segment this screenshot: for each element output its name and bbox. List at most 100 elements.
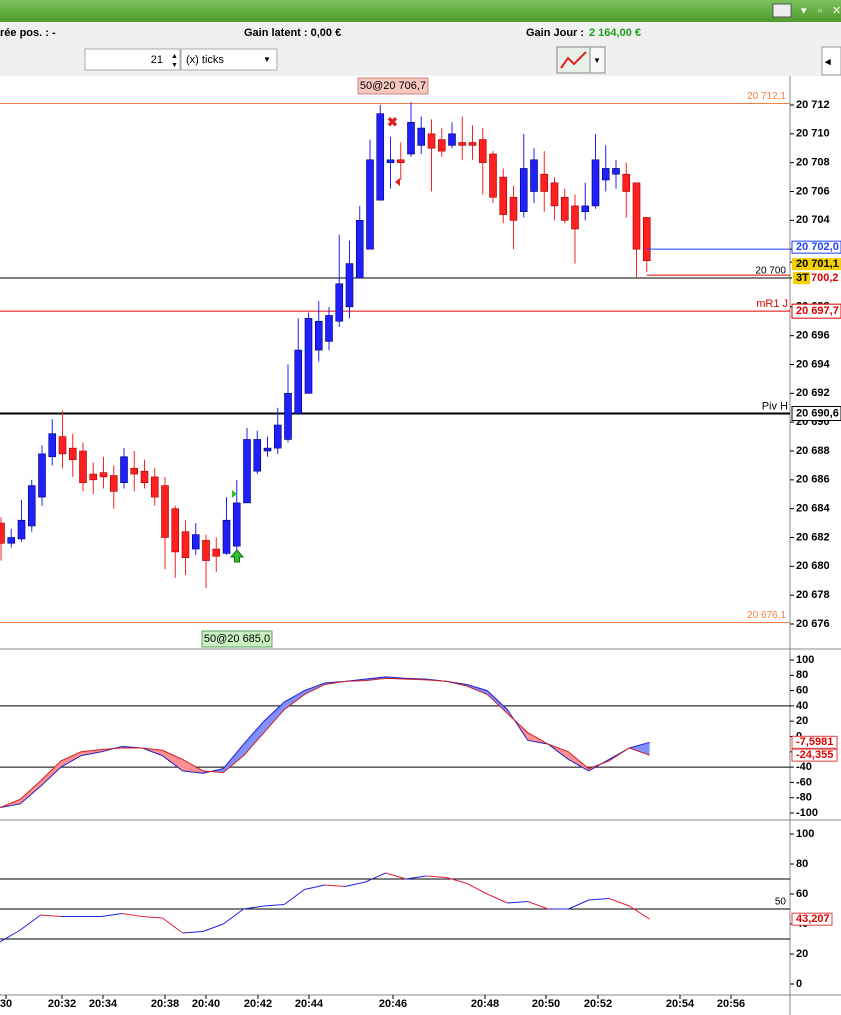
x-tick-label: 20:44 (295, 998, 324, 1010)
y-tick-label: 20 706 (796, 185, 830, 197)
candle-body (130, 467, 139, 475)
last-tag: 43,207 (796, 913, 830, 925)
restore[interactable]: ▫ (818, 5, 822, 17)
indicator-menu[interactable] (589, 46, 606, 74)
rsi-segment (283, 889, 305, 905)
gain-jour-label: Gain Jour : (526, 27, 584, 39)
y-tick-label: 20 678 (796, 589, 830, 601)
rsi-segment (40, 914, 61, 917)
y-tick-label: -100 (796, 807, 818, 819)
rsi-segment (142, 916, 163, 919)
chart-area (0, 76, 841, 1015)
rsi-segment (426, 875, 447, 878)
y-tick-label: 100 (796, 654, 814, 666)
y-tick-label: 60 (796, 888, 808, 900)
candle-body (273, 424, 282, 449)
x-tick-label: 20:50 (532, 998, 560, 1010)
candle-body (171, 508, 180, 553)
candle-body (632, 182, 641, 250)
candle-body (540, 173, 549, 192)
candle-body (448, 133, 456, 146)
keyboard-icon[interactable] (772, 3, 792, 18)
candle-body (294, 349, 303, 414)
period-input[interactable] (84, 48, 181, 71)
level-label: 20 700 (755, 266, 786, 277)
minimize[interactable]: ▾ (801, 5, 807, 17)
candle-body (335, 283, 344, 322)
rsi-segment (0, 929, 21, 943)
candle-body (58, 436, 67, 455)
indicator-button[interactable] (556, 46, 591, 74)
info-bar (0, 22, 841, 44)
y-tick-label: 20 686 (796, 474, 830, 486)
y-tick-label: 20 694 (796, 358, 831, 370)
spin-up[interactable]: ▲ (171, 53, 178, 60)
candle-body (550, 182, 559, 207)
last-tag: -24,355 (796, 749, 833, 761)
unit-value[interactable]: (x) ticks (186, 54, 224, 66)
y-tick-label: 20 (796, 715, 808, 727)
axis-tag-bg (791, 303, 841, 319)
unit-select[interactable] (180, 48, 278, 71)
y-tick-label: 20 692 (796, 387, 830, 399)
price-tag: 20 701,1 (796, 258, 839, 270)
candle-body (120, 456, 128, 484)
y-tick-label: 20 684 (796, 503, 831, 515)
x-tick-label: 30 (0, 998, 12, 1010)
rsi-segment (182, 931, 204, 934)
select-arrow[interactable]: ▼ (263, 55, 271, 64)
y-tick-label: 20 708 (796, 157, 830, 169)
candle-body (48, 433, 57, 458)
rsi-segment (629, 905, 650, 920)
spin-down[interactable]: ▼ (171, 62, 178, 69)
x-tick-label: 20:40 (192, 998, 220, 1010)
candle-body (489, 153, 497, 198)
price-tag-bg (791, 240, 841, 254)
price-tag-prefix: 3T (796, 272, 809, 284)
candle-body (622, 173, 631, 192)
candle-body (253, 439, 262, 472)
x-tick-label: 20:54 (666, 998, 695, 1010)
level-label: 50 (775, 897, 787, 908)
candle-body (263, 447, 272, 452)
axis-tag-bg (791, 406, 841, 422)
stoch-fill (81, 749, 102, 756)
candle-body (601, 168, 610, 181)
rsi-segment (20, 914, 41, 931)
axis-tag: 20 690,6 (796, 407, 839, 419)
rsi-segment (101, 913, 122, 917)
y-tick-label: 60 (796, 685, 808, 697)
candle-body (407, 122, 415, 155)
stoch-fill (20, 780, 41, 804)
candle-body (417, 127, 426, 146)
close[interactable]: ✕ (832, 5, 841, 17)
rsi-segment (223, 908, 244, 925)
candle-body (530, 159, 538, 192)
stoch-line (0, 676, 650, 809)
candle-body (212, 548, 221, 557)
stoch-fill (223, 744, 244, 773)
last-tag: -7,5981 (796, 736, 833, 748)
candle-body (325, 315, 333, 342)
stoch-line (0, 677, 650, 809)
candle-body (612, 168, 620, 175)
y-tick-label: -60 (796, 776, 812, 788)
candle-body (499, 176, 508, 215)
rsi-segment (588, 898, 610, 901)
y-tick-label: 100 (796, 828, 814, 840)
trade-tag: 50@20 685,0 (204, 633, 270, 645)
y-tick-label: 20 710 (796, 128, 830, 140)
buy-marker (229, 549, 245, 563)
title-bar (0, 0, 841, 22)
candle-body (99, 472, 108, 478)
stoch-fill (243, 721, 264, 756)
candle-body (17, 519, 26, 540)
period-value[interactable]: 21 (151, 54, 163, 66)
stoch-fill (263, 702, 285, 733)
side-button[interactable] (821, 46, 841, 76)
candle-body (581, 205, 590, 212)
rsi-segment (446, 877, 468, 884)
candle-body (376, 113, 385, 201)
y-tick-label: 20 (796, 948, 808, 960)
